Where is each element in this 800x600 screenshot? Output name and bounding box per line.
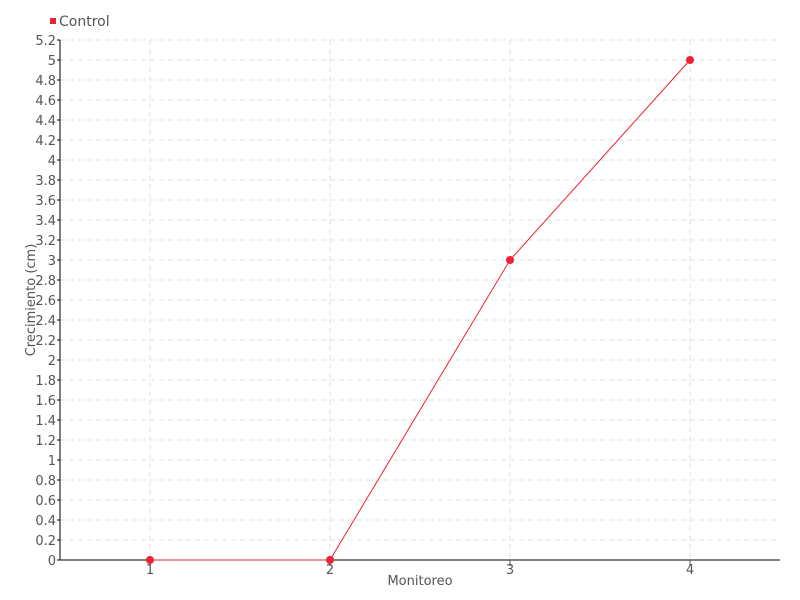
series — [146, 56, 694, 564]
y-tick-label: 3 — [48, 254, 56, 269]
data-point — [146, 556, 154, 564]
y-tick-label: 0.2 — [35, 534, 56, 549]
legend-label: Control — [59, 14, 110, 30]
y-tick-label: 3.4 — [35, 214, 56, 229]
x-axis-label: Monitoreo — [387, 574, 452, 589]
y-tick-label: 2 — [48, 354, 56, 369]
y-tick-label: 1.6 — [35, 394, 56, 409]
series-line — [150, 59, 691, 561]
y-tick-label: 1.4 — [35, 414, 56, 429]
data-point — [326, 556, 334, 564]
y-tick-label: 5 — [48, 54, 56, 69]
y-tick-label: 4 — [48, 154, 56, 169]
y-tick-label: 4.4 — [35, 114, 56, 129]
y-axis-label: Crecimiento (cm) — [24, 244, 39, 357]
y-tick-label: 2.2 — [35, 334, 56, 349]
y-tick-label: 0.6 — [35, 494, 56, 509]
y-tick-label: 0.4 — [35, 514, 56, 529]
data-point — [686, 56, 694, 64]
y-tick-label: 2.4 — [35, 314, 56, 329]
x-tick-label: 2 — [326, 563, 334, 578]
y-tick-label: 1.8 — [35, 374, 56, 389]
y-tick-label: 5.2 — [35, 34, 56, 49]
data-point — [506, 256, 514, 264]
y-tick-label: 3.2 — [35, 234, 56, 249]
x-tick-label: 1 — [146, 563, 154, 578]
legend-swatch — [50, 18, 56, 24]
y-tick-label: 0.8 — [35, 474, 56, 489]
y-tick-label: 4.2 — [35, 134, 56, 149]
y-tick-label: 4.8 — [35, 74, 56, 89]
y-ticks: 0 0.2 0.4 0.6 0.8 1 1.2 1.4 1.6 1.8 2 2.2 2.4 2.6 2.8 3… — [35, 34, 60, 569]
legend[interactable]: Control — [50, 14, 110, 30]
y-tick-label: 3.8 — [35, 174, 56, 189]
y-tick-label: 0 — [48, 554, 56, 569]
x-tick-label: 4 — [686, 563, 694, 578]
y-tick-label: 3.6 — [35, 194, 56, 209]
y-tick-label: 1.2 — [35, 434, 56, 449]
y-tick-label: 2.8 — [35, 274, 56, 289]
y-tick-label: 4.6 — [35, 94, 56, 109]
x-tick-label: 3 — [506, 563, 514, 578]
y-tick-label: 1 — [48, 454, 56, 469]
y-tick-label: 2.6 — [35, 294, 56, 309]
grid — [60, 39, 780, 560]
